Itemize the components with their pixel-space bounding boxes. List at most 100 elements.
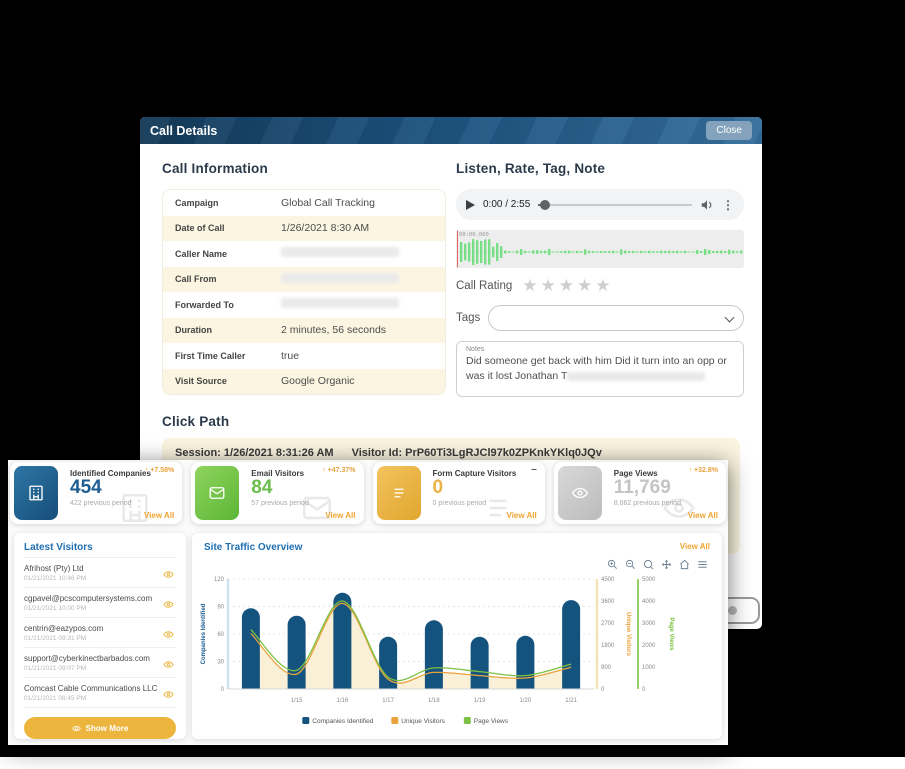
stat-title: Form Capture Visitors [432, 469, 517, 478]
footer-button-dot-icon [728, 606, 737, 615]
redacted-value [281, 247, 399, 258]
visitor-row: Comcast Cable Communications LLC 01/21/20… [24, 678, 176, 708]
listen-rate-tag-note-heading: Listen, Rate, Tag, Note [456, 161, 606, 176]
site-traffic-card: Site Traffic Overview View All 0 30 60 90 12… [192, 533, 722, 739]
call-info-value [281, 292, 445, 317]
svg-text:1/17: 1/17 [382, 698, 394, 704]
player-progress-bar[interactable] [538, 199, 692, 210]
stat-previous-period: 57 previous period [251, 499, 309, 507]
eye-icon[interactable] [163, 657, 174, 675]
svg-text:120: 120 [214, 577, 225, 583]
view-all-link[interactable]: View All [506, 511, 537, 520]
eye-icon[interactable] [163, 597, 174, 615]
call-info-row: Forwarded To [163, 292, 445, 318]
view-all-link[interactable]: View All [687, 511, 718, 520]
tags-row: Tags [456, 305, 744, 331]
call-info-value [281, 241, 445, 266]
svg-text:3600: 3600 [601, 599, 615, 605]
stat-value: 0 [432, 477, 444, 498]
visitor-timestamp: 01/21/2021 10:46 PM [24, 575, 87, 582]
zoom-out-icon[interactable] [625, 559, 636, 570]
stat-title: Email Visitors [251, 469, 305, 478]
call-info-row: Visit Source Google Organic [163, 368, 445, 394]
stat-card-form-capture-visitors: Form Capture Visitors 0 0 previous period –… [372, 462, 545, 524]
call-info-label: Forwarded To [175, 299, 234, 310]
traffic-view-all-link[interactable]: View All [679, 542, 710, 551]
call-info-label: Call From [175, 274, 217, 285]
svg-text:0: 0 [642, 687, 646, 693]
volume-icon[interactable] [700, 198, 714, 212]
stat-cards-row: Identified Companies 454 422 previous peri… [10, 462, 726, 524]
eye-icon[interactable] [163, 687, 174, 705]
svg-text:2000: 2000 [642, 643, 656, 649]
svg-text:Page Views: Page Views [668, 618, 674, 652]
view-all-link[interactable]: View All [144, 511, 175, 520]
menu-icon[interactable] [697, 559, 708, 570]
svg-text:3000: 3000 [642, 621, 656, 627]
pan-icon[interactable] [661, 559, 672, 570]
call-info-row: Caller Name [163, 241, 445, 267]
traffic-chart[interactable]: 0 30 60 90 120 Companies Identified 0 900 1800 27… [196, 571, 701, 736]
svg-text:90: 90 [217, 605, 224, 611]
envelope-icon [302, 496, 331, 520]
stat-title: Identified Companies [70, 469, 151, 478]
audio-waveform[interactable]: 00:00.000 [456, 230, 744, 268]
eye-icon [71, 725, 81, 731]
stat-icon-block [557, 466, 602, 520]
waveform-playhead [457, 230, 458, 268]
tags-select[interactable] [488, 305, 744, 331]
audio-player[interactable]: 0:00 / 2:55 ⋮ [456, 189, 744, 220]
svg-text:2700: 2700 [601, 621, 615, 627]
stat-card-identified-companies: Identified Companies 454 422 previous peri… [10, 462, 183, 524]
call-info-row: Duration 2 minutes, 56 seconds [163, 317, 445, 343]
stat-previous-period: 0 previous period [432, 499, 487, 507]
show-more-button[interactable]: Show More [24, 717, 176, 739]
visitor-name: support@cyberkinectbarbados.com [24, 654, 150, 663]
visitor-timestamp: 01/21/2021 08:45 PM [24, 695, 87, 702]
stat-value: 454 [70, 477, 102, 498]
call-info-row: Call From [163, 266, 445, 292]
visitor-timestamp: 01/21/2021 09:31 PM [24, 635, 87, 642]
svg-text:4000: 4000 [642, 599, 656, 605]
latest-visitors-list: Afrihost (Pty) Ltd 01/21/2021 10:46 PM cgp… [24, 557, 176, 708]
stat-watermark [300, 491, 334, 524]
svg-text:1/21: 1/21 [565, 698, 577, 704]
play-icon[interactable] [466, 199, 475, 210]
envelope-icon [209, 487, 225, 499]
stat-card-email-visitors: Email Visitors 84 57 previous period ↑ +47.… [191, 462, 364, 524]
visitor-row: cgpavel@pcscomputersystems.com 01/21/2021… [24, 588, 176, 618]
eye-icon[interactable] [163, 567, 174, 585]
close-button[interactable]: Close [706, 121, 752, 140]
svg-text:1/16: 1/16 [337, 698, 349, 704]
view-all-link[interactable]: View All [325, 511, 356, 520]
player-progress-knob[interactable] [540, 199, 551, 210]
modal-header: Call Details Close [140, 117, 762, 144]
form-icon [394, 488, 403, 498]
chart-toolbar [607, 559, 708, 570]
zoom-in-icon[interactable] [607, 559, 618, 570]
call-info-value: true [281, 349, 300, 362]
svg-text:900: 900 [601, 665, 612, 671]
svg-text:5000: 5000 [642, 577, 656, 583]
dashboard-window: Identified Companies 454 422 previous peri… [8, 460, 728, 745]
visitor-name: Comcast Cable Communications LLC [24, 684, 158, 693]
svg-text:0: 0 [601, 687, 605, 693]
redacted-value [281, 298, 399, 309]
chevron-down-icon [724, 312, 735, 323]
selection-zoom-icon[interactable] [643, 559, 654, 570]
eye-icon [663, 498, 695, 518]
svg-text:Unique Visitors: Unique Visitors [625, 612, 631, 657]
visitor-timestamp: 01/21/2021 09:07 PM [24, 665, 87, 672]
home-icon[interactable] [679, 559, 690, 570]
star-rating[interactable]: ★★★★★ [522, 276, 614, 295]
redacted-notes-text [567, 371, 706, 381]
kebab-menu-icon[interactable]: ⋮ [722, 197, 734, 212]
eye-icon[interactable] [163, 627, 174, 645]
notes-text: Did someone get back with him Did it tur… [466, 355, 727, 383]
latest-visitors-title: Latest Visitors [24, 542, 93, 553]
call-info-label: Campaign [175, 197, 219, 208]
stat-icon-block [195, 466, 240, 520]
stat-title: Page Views [613, 469, 658, 478]
call-info-label: Date of Call [175, 223, 225, 234]
notes-box[interactable]: Notes Did someone get back with him Did … [456, 341, 744, 397]
